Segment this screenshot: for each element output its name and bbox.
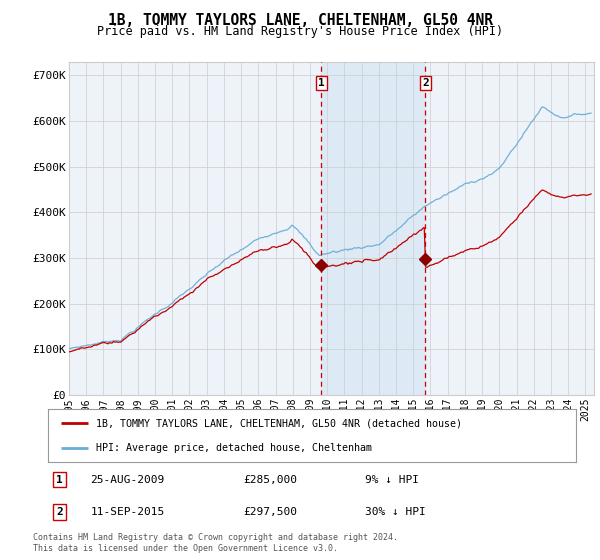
Text: HPI: Average price, detached house, Cheltenham: HPI: Average price, detached house, Chel… [95,442,371,452]
Text: 1B, TOMMY TAYLORS LANE, CHELTENHAM, GL50 4NR: 1B, TOMMY TAYLORS LANE, CHELTENHAM, GL50… [107,13,493,28]
Text: £285,000: £285,000 [244,475,298,484]
Text: Contains HM Land Registry data © Crown copyright and database right 2024.
This d: Contains HM Land Registry data © Crown c… [33,533,398,553]
Text: Price paid vs. HM Land Registry's House Price Index (HPI): Price paid vs. HM Land Registry's House … [97,25,503,38]
Text: 9% ↓ HPI: 9% ↓ HPI [365,475,419,484]
Text: 2: 2 [56,507,63,517]
Text: 30% ↓ HPI: 30% ↓ HPI [365,507,425,517]
Text: 25-AUG-2009: 25-AUG-2009 [90,475,164,484]
Text: 1B, TOMMY TAYLORS LANE, CHELTENHAM, GL50 4NR (detached house): 1B, TOMMY TAYLORS LANE, CHELTENHAM, GL50… [95,418,461,428]
Text: 2: 2 [422,78,428,88]
Bar [321,62,425,395]
Text: 1: 1 [318,78,325,88]
Text: 11-SEP-2015: 11-SEP-2015 [90,507,164,517]
Text: £297,500: £297,500 [244,507,298,517]
Text: 1: 1 [56,475,63,484]
